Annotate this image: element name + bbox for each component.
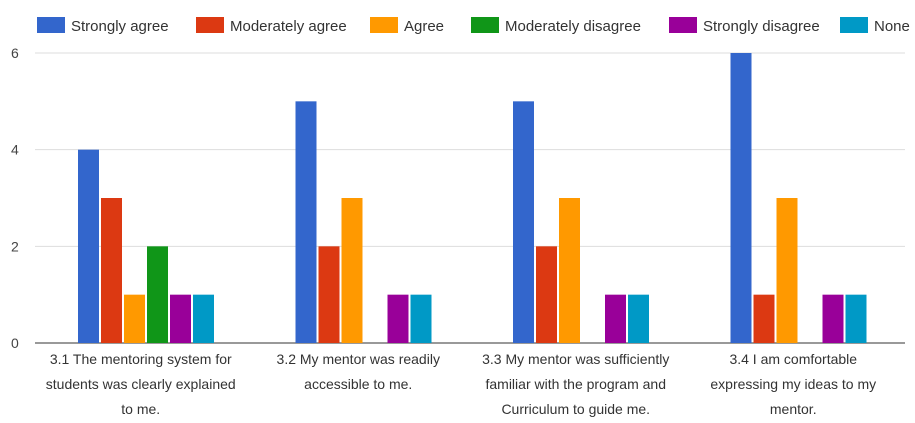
x-category-label-1: 3.1 The mentoring system for students was… [46, 351, 236, 417]
x-axis: 3.1 The mentoring system for students was… [46, 351, 876, 417]
bar-strongly-disagree-q1 [170, 294, 191, 343]
bar-strongly-disagree-q4 [822, 294, 844, 343]
bar-agree-q1 [124, 294, 145, 343]
legend-label-none: None [874, 18, 910, 35]
legend-swatch-strongly-agree [37, 17, 65, 33]
bar-agree-q4 [776, 198, 798, 343]
y-tick-label-4: 4 [11, 142, 19, 158]
bar-none-q2 [410, 294, 432, 343]
bar-strongly-agree-q2 [295, 101, 317, 343]
bar-none-q1 [193, 294, 214, 343]
bar-agree-q2 [341, 198, 363, 343]
bar-none-q4 [845, 294, 867, 343]
legend-label-moderately-agree: Moderately agree [230, 18, 347, 35]
legend-label-strongly-disagree: Strongly disagree [703, 18, 820, 35]
bar-moderately-agree-q4 [753, 294, 775, 343]
legend-swatch-strongly-disagree [669, 17, 697, 33]
bar-moderately-disagree-q1 [147, 246, 168, 343]
x-category-label-4: 3.4 I am comfortable expressing my ideas … [710, 351, 876, 417]
legend-label-strongly-agree: Strongly agree [71, 18, 169, 35]
bar-strongly-agree-q4 [730, 53, 752, 343]
y-axis: 0 2 4 6 [11, 45, 19, 351]
legend-swatch-none [840, 17, 868, 33]
legend-swatch-moderately-disagree [471, 17, 499, 33]
bars [78, 53, 867, 343]
x-category-label-3: 3.3 My mentor was sufficiently familiar w… [482, 351, 669, 417]
legend-label-moderately-disagree: Moderately disagree [505, 18, 641, 35]
bar-moderately-agree-q2 [318, 246, 340, 343]
legend-swatch-agree [370, 17, 398, 33]
bar-strongly-agree-q3 [513, 101, 534, 343]
bar-moderately-agree-q3 [536, 246, 557, 343]
y-tick-label-6: 6 [11, 45, 19, 61]
y-tick-label-0: 0 [11, 335, 19, 351]
legend-swatch-moderately-agree [196, 17, 224, 33]
bar-moderately-agree-q1 [101, 198, 122, 343]
x-category-label-2: 3.2 My mentor was readily accessible to m… [277, 351, 440, 392]
bar-none-q3 [628, 294, 649, 343]
bar-agree-q3 [559, 198, 580, 343]
y-tick-label-2: 2 [11, 238, 19, 254]
legend-label-agree: Agree [404, 18, 444, 35]
bar-strongly-agree-q1 [78, 149, 99, 343]
bar-strongly-disagree-q3 [605, 294, 626, 343]
bar-strongly-disagree-q2 [387, 294, 409, 343]
legend: Strongly agree Moderately agree Agree Moder… [37, 17, 910, 35]
